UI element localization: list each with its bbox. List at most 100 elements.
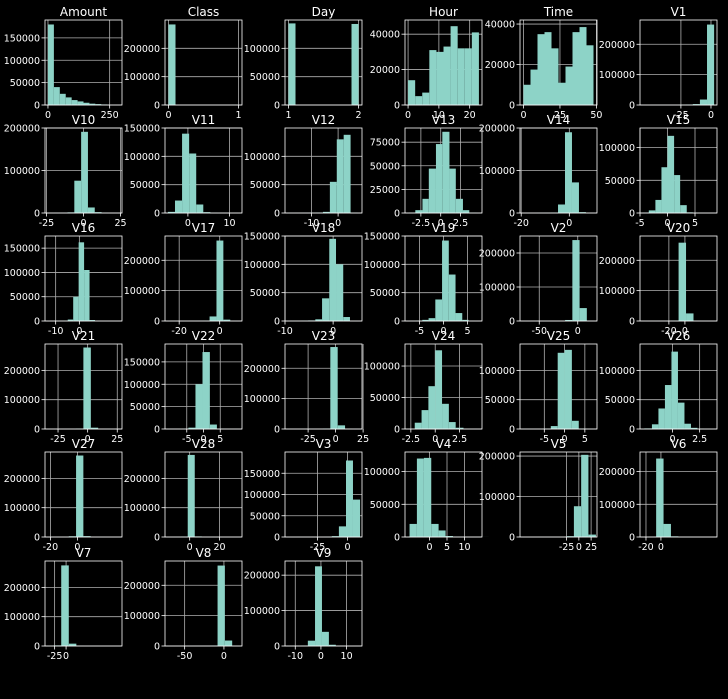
hist-bar (579, 308, 587, 321)
y-tick-label: 0 (629, 425, 635, 436)
x-tick-label: 0 (45, 110, 51, 121)
hist-bar (429, 50, 437, 105)
x-tick-label: 1 (235, 110, 241, 121)
y-tick-label: 200000 (479, 124, 515, 135)
hist-bar (423, 457, 432, 537)
panel-title-time: Time (543, 5, 573, 19)
hist-bar (564, 349, 572, 429)
hist-bar (707, 24, 715, 105)
x-tick-label: 250 (101, 110, 119, 121)
y-tick-label: 50000 (10, 292, 40, 303)
panel-title-v27: V27 (72, 437, 95, 451)
hist-bar (84, 270, 90, 321)
hist-panel-v2: -50 0 0 100000 200000 V2 (479, 221, 598, 337)
hist-bar (422, 319, 429, 321)
hist-panel-v8: -50 0 0 100000 200000 V8 (124, 546, 243, 662)
y-tick-label: 100000 (599, 366, 635, 377)
y-tick-label: 20000 (370, 65, 400, 76)
y-tick-label: 100000 (4, 56, 40, 67)
hist-bar (449, 168, 456, 213)
y-tick-label: 100000 (4, 503, 40, 514)
x-tick-label: 20 (214, 542, 226, 553)
hist-bar (328, 644, 336, 646)
hist-bar (167, 211, 175, 213)
y-tick-label: 50000 (485, 395, 515, 406)
y-tick-label: 0 (274, 317, 280, 328)
hist-panel-v1: -25 0 0 100000 200000 V1 (599, 5, 718, 121)
axes-frame (164, 19, 243, 106)
y-tick-label: 100000 (4, 268, 40, 279)
y-tick-label: 100000 (124, 380, 160, 391)
hist-bar (656, 458, 664, 537)
y-tick-label: 50000 (370, 500, 400, 511)
y-tick-label: 0 (629, 533, 635, 544)
y-tick-label: 0 (394, 533, 400, 544)
hist-bar (680, 205, 687, 213)
y-tick-label: 200000 (244, 571, 280, 582)
hist-bar (209, 424, 217, 429)
hist-bar (203, 212, 211, 213)
axes-frame (404, 451, 483, 538)
x-tick-label: -20 (661, 326, 677, 337)
y-tick-label: 0 (274, 101, 280, 112)
x-tick-label: -50 (531, 326, 547, 337)
x-tick-label: 5 (217, 434, 223, 445)
panel-title-v21: V21 (72, 329, 95, 343)
y-tick-label: 0 (394, 425, 400, 436)
hist-panel-class: 0 1 0 100000 200000 Class (124, 5, 243, 121)
y-tick-label: 0 (34, 642, 40, 653)
hist-bar (87, 207, 95, 213)
y-tick-label: 200000 (124, 256, 160, 267)
panel-title-v2: V2 (551, 221, 567, 235)
hist-bar (648, 210, 656, 213)
y-tick-label: 50000 (605, 176, 635, 187)
y-tick-label: 50000 (370, 288, 400, 299)
hist-bar (442, 131, 450, 213)
hist-bar (223, 319, 231, 321)
axes-frame (164, 235, 243, 322)
hist-bar (692, 104, 700, 105)
x-tick-label: 0 (432, 434, 438, 445)
hist-bar (315, 319, 323, 321)
panel-title-v23: V23 (312, 329, 335, 343)
x-tick-label: 0 (221, 651, 227, 662)
hist-bar (338, 526, 346, 537)
x-tick-label: 0 (185, 218, 191, 229)
y-tick-label: 100000 (599, 143, 635, 154)
hist-bar (415, 96, 423, 105)
panel-title-v10: V10 (72, 113, 95, 127)
panel-title-v19: V19 (432, 221, 455, 235)
panel-title-v20: V20 (667, 221, 690, 235)
axes-frame (44, 343, 123, 430)
y-tick-label: 100000 (4, 612, 40, 623)
y-tick-label: 150000 (244, 469, 280, 480)
y-tick-label: 40000 (370, 30, 400, 41)
y-tick-label: 200000 (479, 452, 515, 463)
x-tick-label: -10 (304, 218, 320, 229)
y-tick-label: 75000 (370, 138, 400, 149)
x-tick-label: 0 (405, 110, 411, 121)
axes-frame (44, 19, 123, 106)
x-tick-label: 20 (464, 110, 476, 121)
y-tick-label: 0 (34, 533, 40, 544)
axes-frame (284, 560, 363, 647)
y-tick-label: 100000 (4, 395, 40, 406)
y-tick-label: 50000 (250, 511, 280, 522)
hist-bar (53, 87, 60, 105)
x-tick-label: -2.5 (412, 218, 431, 229)
hist-bar (59, 93, 66, 105)
x-tick-label: 0 (682, 326, 688, 337)
x-tick-label: -25 (39, 218, 55, 229)
x-tick-label: -25 (47, 651, 63, 662)
hist-bar (586, 45, 594, 105)
hist-bar (65, 97, 72, 105)
hist-bar (581, 454, 589, 537)
y-tick-label: 0 (274, 425, 280, 436)
axes-frame (44, 560, 123, 647)
axes-frame (404, 19, 483, 106)
x-tick-label: 0 (187, 542, 193, 553)
y-tick-label: 100000 (124, 503, 160, 514)
hist-bar (661, 167, 668, 213)
